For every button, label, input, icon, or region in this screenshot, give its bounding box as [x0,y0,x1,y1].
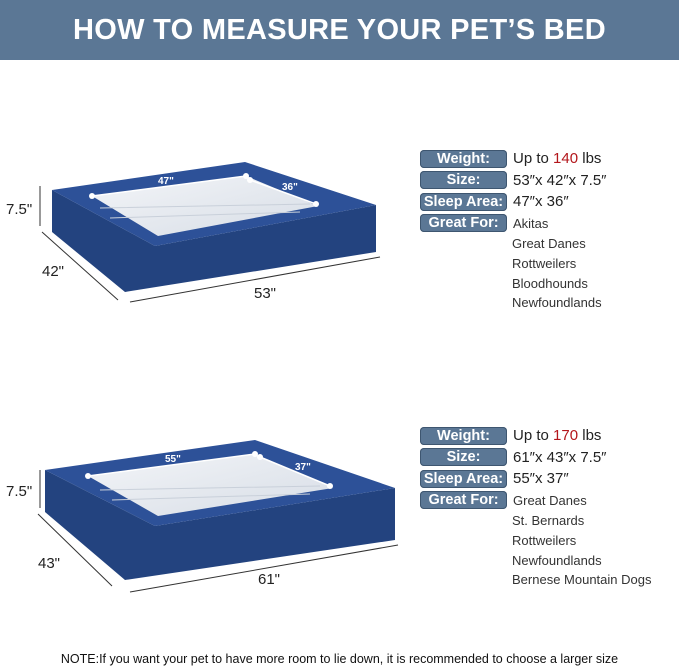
size-label: Size: [420,171,507,190]
breed-item: Rottweilers [512,255,577,271]
breed-item: Great Danes [512,236,586,251]
breed-item: St. Bernards [512,513,585,528]
size-value: 53″x 42″x 7.5″ [513,171,607,189]
sleep-area-label: Sleep Area: [420,192,507,211]
bed-1-image: 47" 36" 7.5" 42" 53" [6,162,381,303]
bed-1-width: 53" [254,285,276,302]
great-for-label: Great For: [420,491,507,510]
breed-item: Akitas [513,215,549,231]
sleep-area-value: 47″x 36″ [513,193,569,211]
bed-2-width: 61" [258,571,280,588]
sleep-area-value: 55″x 37″ [513,470,569,488]
breed-item: Great Danes [513,492,587,508]
breed-item: Bloodhounds [512,275,588,291]
breed-item: Rottweilers [512,532,577,548]
weight-label: Weight: [420,426,507,445]
bed-2-depth: 43" [38,555,60,572]
bed-1-specs: Weight: Up to 140 lbs Size: 53″x 42″x 7.5… [420,148,607,313]
note-text: NOTE:If you want your pet to have more r… [60,652,619,666]
bed-2-inner-width: 55" [165,454,181,465]
sleep-area-label: Sleep Area: [420,469,507,488]
size-label: Size: [420,448,507,467]
breed-item: Bernese Mountain Dogs [512,572,652,588]
bed-1-inner-width: 47" [158,176,174,187]
page-title: HOW TO MEASURE YOUR PET’S BED [0,0,679,60]
bed-1-depth: 42" [42,263,64,280]
size-value: 61″x 43″x 7.5″ [513,448,607,466]
bed-2-height: 7.5" [6,483,32,500]
bed-1-height: 7.5" [6,201,32,218]
weight-label: Weight: [420,149,507,168]
bed-2-image: 55" 37" 7.5" 43" 61" [6,440,399,593]
weight-value: Up to 140 lbs [513,150,602,168]
bed-1-inner-depth: 36" [282,182,298,193]
breed-item: Newfoundlands [512,552,602,568]
great-for-label: Great For: [420,214,507,233]
breed-item: Newfoundlands [512,295,602,311]
bed-2-inner-depth: 37" [295,462,311,473]
weight-value: Up to 170 lbs [513,427,602,445]
bed-2-specs: Weight: Up to 170 lbs Size: 61″x 43″x 7.5… [420,425,651,590]
